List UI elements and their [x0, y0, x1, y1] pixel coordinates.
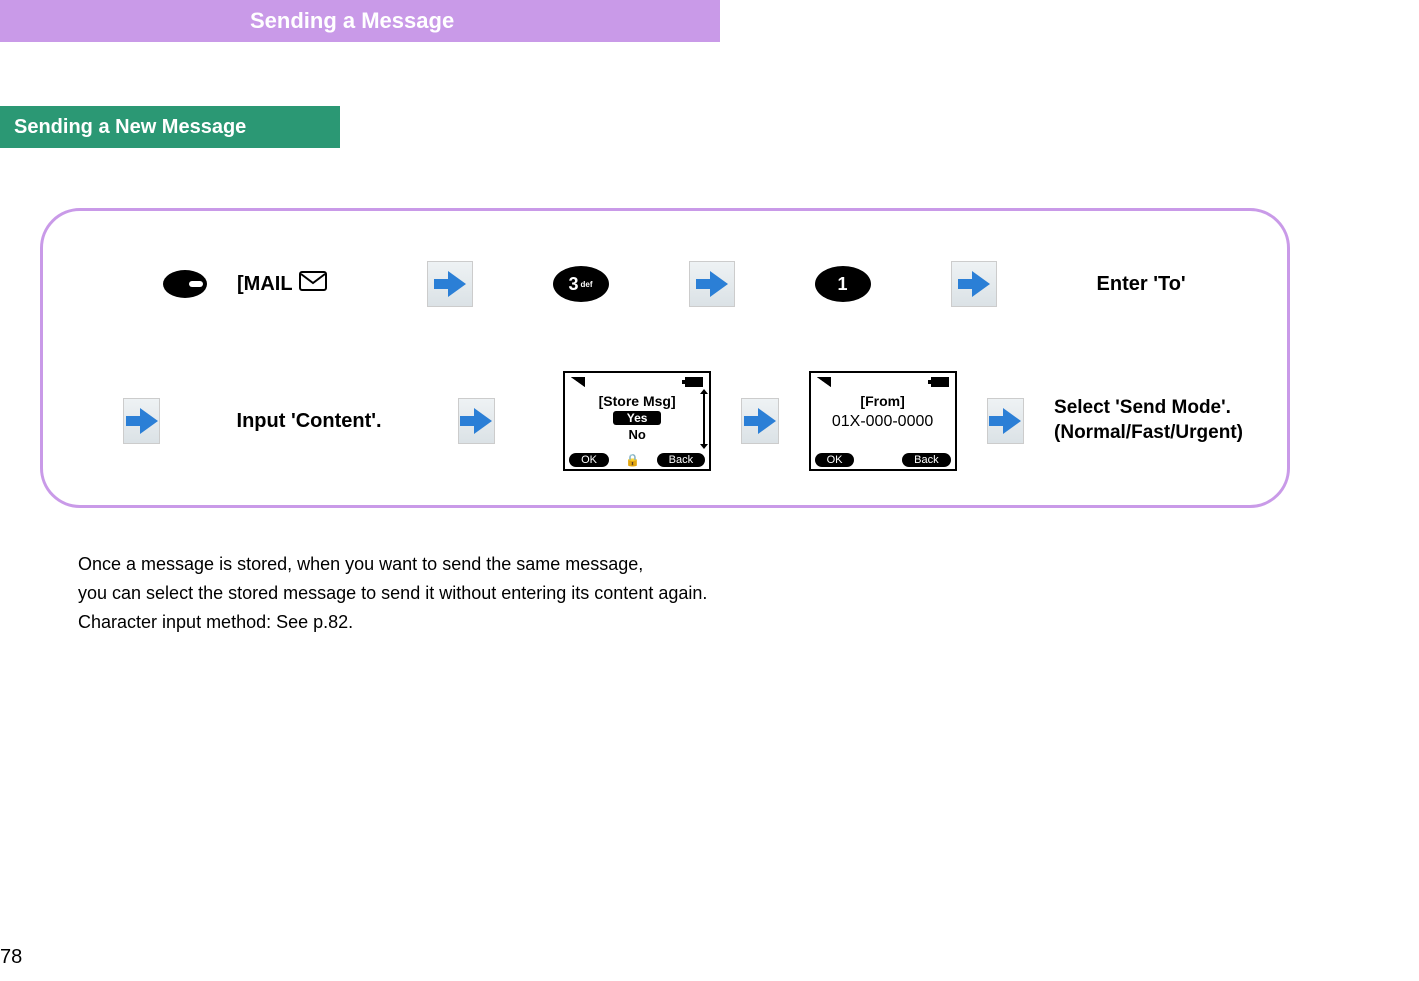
signal-icon	[571, 377, 585, 387]
mail-text: [MAIL	[237, 273, 293, 296]
store-screen-title: [Store Msg]	[599, 393, 676, 409]
send-mode-line1: Select 'Send Mode'.	[1054, 396, 1243, 421]
enter-to-label: Enter 'To'	[1097, 273, 1186, 296]
from-screen: [From] 01X-000-0000 OK Back	[809, 371, 957, 471]
store-yes-option: Yes	[613, 411, 662, 425]
key-1-icon: 1	[815, 266, 871, 302]
from-number: 01X-000-0000	[832, 413, 933, 431]
battery-icon	[931, 377, 949, 387]
ok-softkey: OK	[569, 453, 609, 467]
page-title: Sending a Message	[250, 8, 454, 34]
subtitle-bar: Sending a New Message	[0, 106, 340, 148]
note-line-1: Once a message is stored, when you want …	[78, 550, 707, 579]
lock-icon: 🔒	[625, 453, 640, 467]
flow-diagram: [MAIL 3def 1 Enter 'To'	[40, 208, 1290, 508]
ok-softkey: OK	[815, 453, 855, 467]
section-subtitle: Sending a New Message	[14, 116, 246, 139]
footnotes: Once a message is stored, when you want …	[78, 550, 707, 636]
battery-icon	[685, 377, 703, 387]
arrow-icon	[458, 398, 495, 444]
send-mode-line2: (Normal/Fast/Urgent)	[1054, 421, 1243, 446]
envelope-icon	[299, 271, 327, 297]
note-line-2: you can select the stored message to sen…	[78, 579, 707, 608]
arrow-icon	[689, 261, 735, 307]
scroll-indicator	[703, 391, 707, 447]
note-line-3: Character input method: See p.82.	[78, 608, 707, 637]
key-3-sub: def	[581, 280, 593, 289]
key-3-digit: 3	[569, 274, 579, 295]
store-no-option: No	[628, 427, 645, 442]
flow-row-2: Input 'Content'. [Store Msg] Yes No OK 🔒…	[123, 371, 1243, 471]
back-softkey: Back	[902, 453, 950, 467]
input-content-label: Input 'Content'.	[237, 410, 382, 433]
phone-button-icon	[163, 270, 207, 298]
arrow-icon	[987, 398, 1024, 444]
store-msg-screen: [Store Msg] Yes No OK 🔒 Back	[563, 371, 711, 471]
mail-label: [MAIL	[237, 271, 327, 297]
key-3-icon: 3def	[553, 266, 609, 302]
page-number: 78	[0, 946, 22, 969]
back-softkey: Back	[657, 453, 705, 467]
key-1-digit: 1	[838, 274, 848, 295]
title-bar: Sending a Message	[0, 0, 720, 42]
signal-icon	[817, 377, 831, 387]
send-mode-label-group: Select 'Send Mode'. (Normal/Fast/Urgent)	[1054, 396, 1243, 445]
flow-row-1: [MAIL 3def 1 Enter 'To'	[163, 261, 1213, 307]
arrow-icon	[123, 398, 160, 444]
arrow-icon	[427, 261, 473, 307]
arrow-icon	[741, 398, 778, 444]
from-screen-title: [From]	[860, 393, 904, 409]
arrow-icon	[951, 261, 997, 307]
